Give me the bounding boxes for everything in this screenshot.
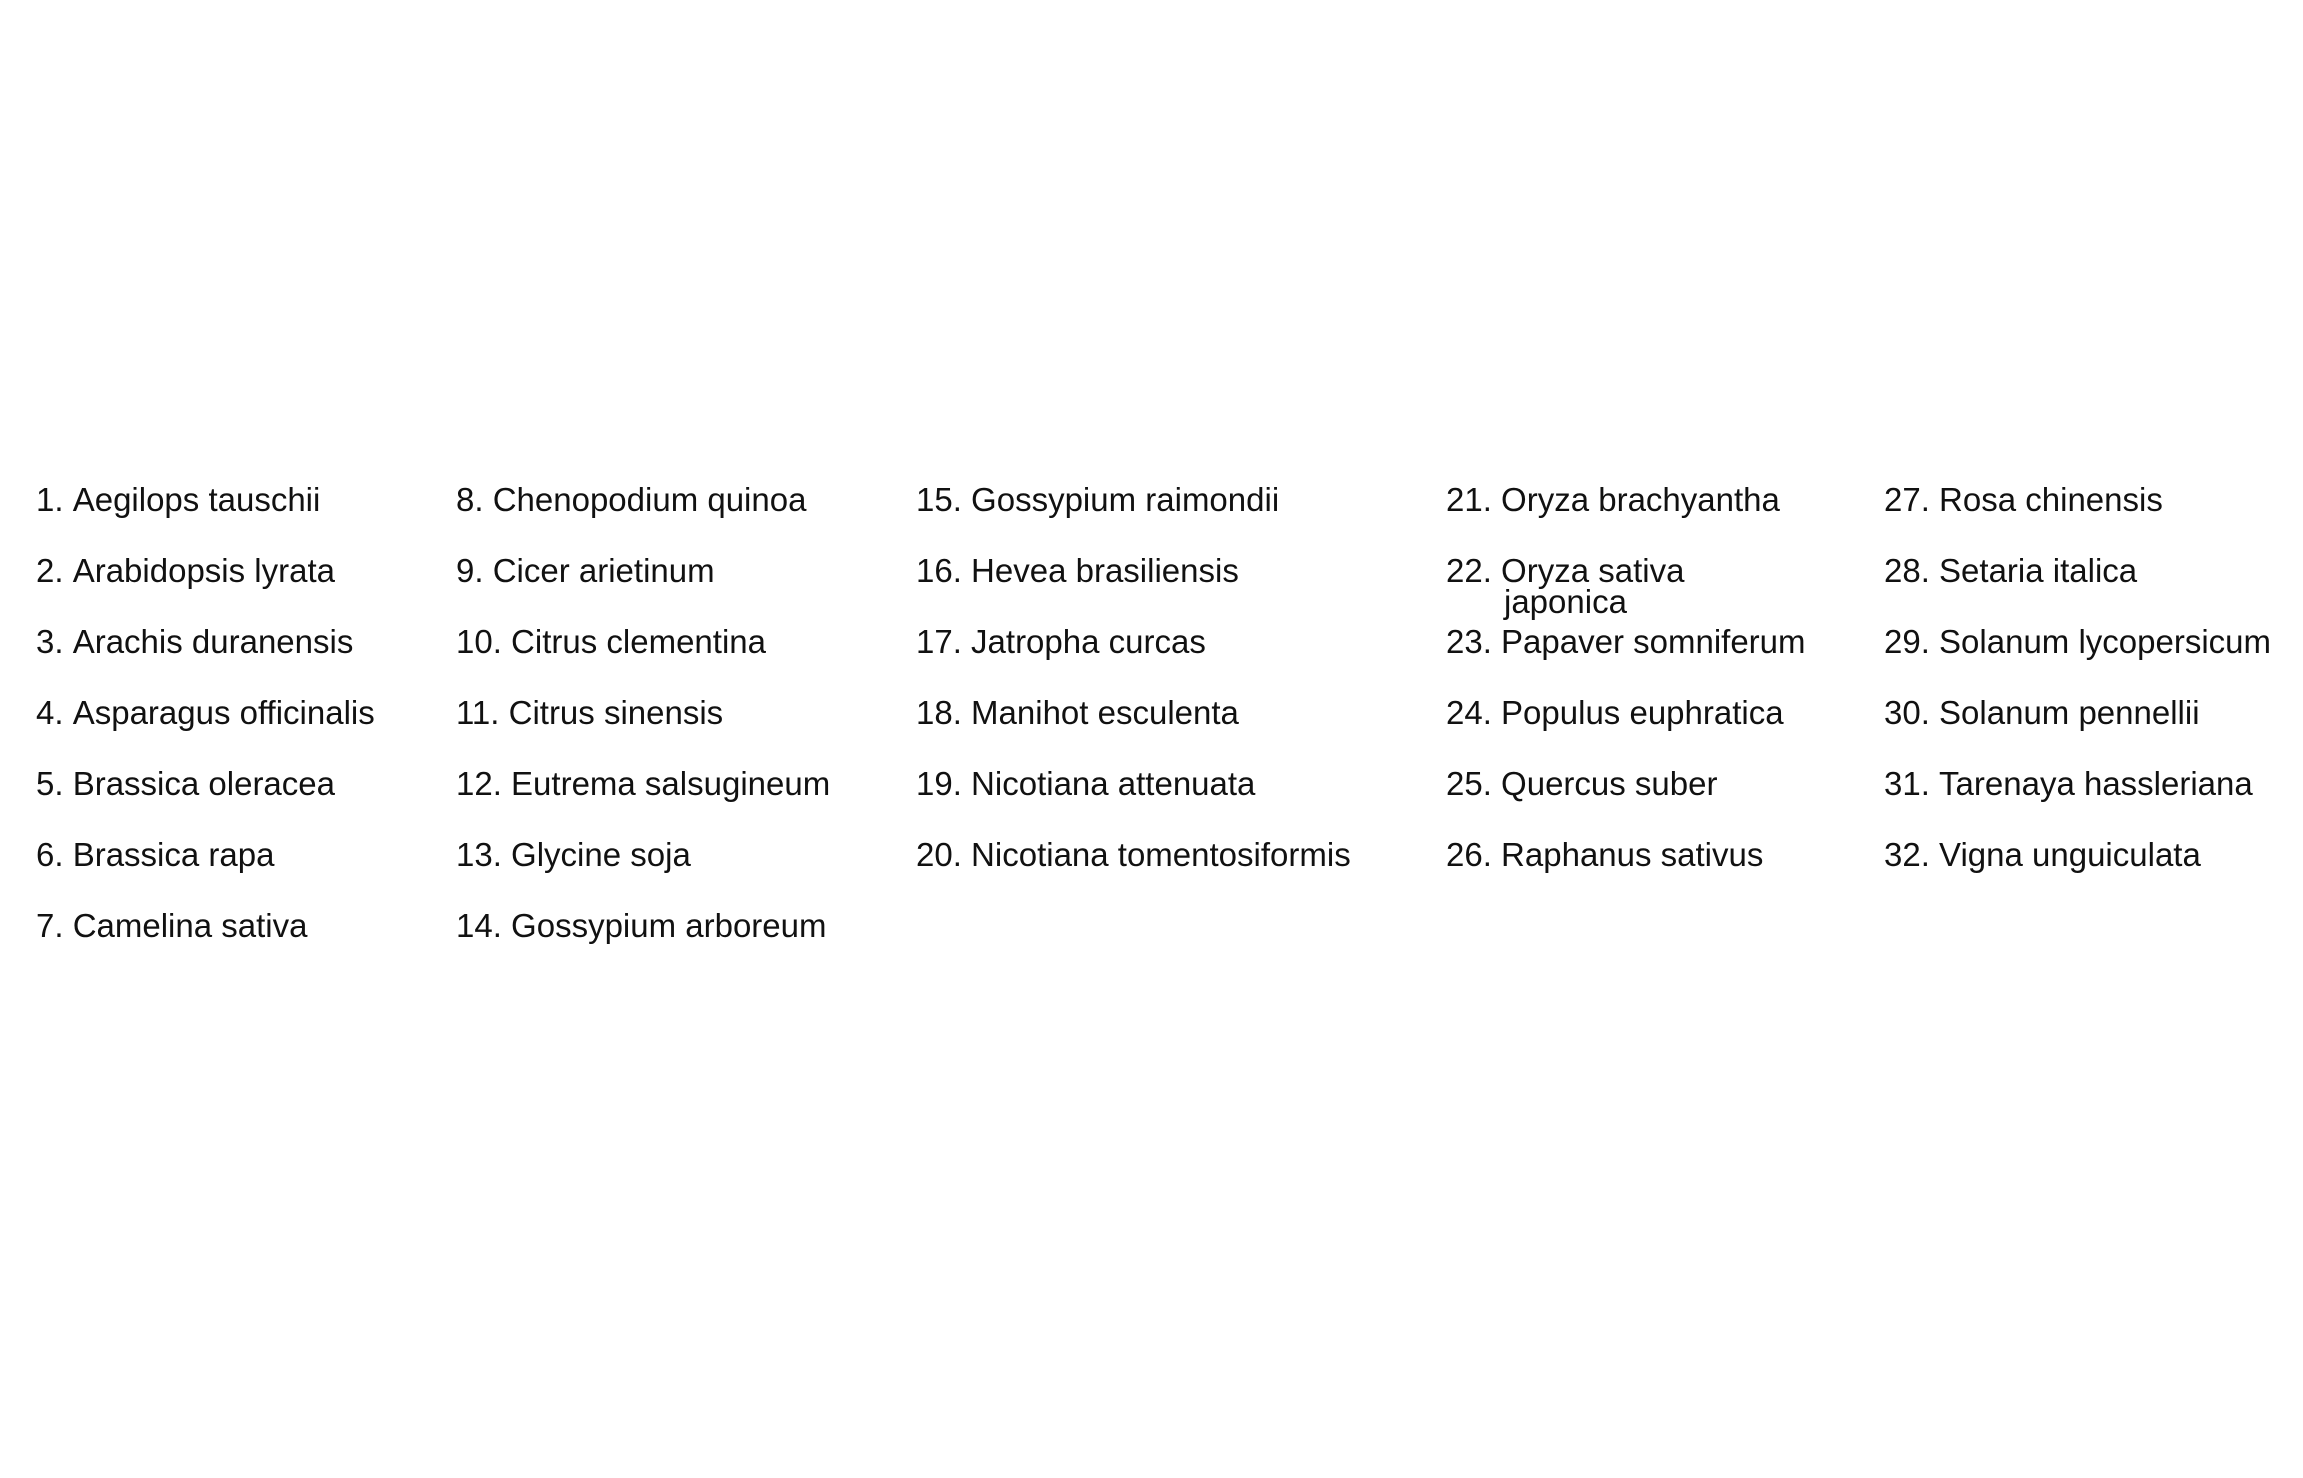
legend-item: 4. Asparagus officinalis [36, 696, 375, 729]
legend-item-name: Cicer arietinum [492, 552, 715, 589]
legend-item-number: 26. [1446, 836, 1492, 873]
legend-item-number: 1. [36, 481, 64, 518]
legend-item-name-continued: japonica [1504, 583, 1627, 620]
legend-item-number: 25. [1446, 765, 1492, 802]
legend-item-number: 20. [916, 836, 962, 873]
legend-item: 20. Nicotiana tomentosiformis [916, 838, 1351, 871]
legend-item: 3. Arachis duranensis [36, 625, 353, 658]
legend-item-number: 24. [1446, 694, 1492, 731]
legend-item-number: 31. [1884, 765, 1930, 802]
legend-item: 21. Oryza brachyantha [1446, 483, 1780, 516]
legend-item-name: Nicotiana attenuata [971, 765, 1256, 802]
legend-item-name: Citrus clementina [511, 623, 766, 660]
legend-item-name: Aegilops tauschii [72, 481, 321, 518]
legend-item-number: 5. [36, 765, 64, 802]
legend-item: 22. Oryza sativa japonica [1446, 552, 1685, 620]
legend-item: 10. Citrus clementina [456, 625, 766, 658]
legend-item: 28. Setaria italica [1884, 554, 2137, 587]
legend-item-name: Solanum lycopersicum [1939, 623, 2272, 660]
legend-item-number: 17. [916, 623, 962, 660]
legend-item-name: Nicotiana tomentosiformis [971, 836, 1351, 873]
legend-item: 31. Tarenaya hassleriana [1884, 767, 2253, 800]
legend-item-number: 14. [456, 907, 502, 944]
legend-item: 18. Manihot esculenta [916, 696, 1239, 729]
legend-item-number: 22. [1446, 552, 1492, 589]
legend-item-name: Oryza brachyantha [1501, 481, 1780, 518]
legend-item-name: Arachis duranensis [72, 623, 354, 660]
legend-item-name: Chenopodium quinoa [492, 481, 807, 518]
legend-item-name: Manihot esculenta [971, 694, 1239, 731]
legend-item-number: 8. [456, 481, 484, 518]
legend-item: 29. Solanum lycopersicum [1884, 625, 2271, 658]
legend-item: 24. Populus euphratica [1446, 696, 1784, 729]
legend-item: 16. Hevea brasiliensis [916, 554, 1239, 587]
legend-item-number: 15. [916, 481, 962, 518]
legend-item: 23. Papaver somniferum [1446, 625, 1806, 658]
legend-item-number: 13. [456, 836, 502, 873]
legend-item-number: 12. [456, 765, 502, 802]
legend-item-name: Camelina sativa [72, 907, 308, 944]
legend-item-name: Vigna unguiculata [1939, 836, 2201, 873]
legend-item-name: Arabidopsis lyrata [72, 552, 335, 589]
legend-item: 5. Brassica oleracea [36, 767, 335, 800]
legend-item-number: 2. [36, 552, 64, 589]
legend-item-number: 9. [456, 552, 484, 589]
legend-item: 15. Gossypium raimondii [916, 483, 1279, 516]
legend-item: 30. Solanum pennellii [1884, 696, 2200, 729]
legend-item: 12. Eutrema salsugineum [456, 767, 830, 800]
legend-item: 14. Gossypium arboreum [456, 909, 827, 942]
legend-item-number: 21. [1446, 481, 1492, 518]
legend-item-number: 28. [1884, 552, 1930, 589]
legend-item-number: 19. [916, 765, 962, 802]
legend-item: 11. Citrus sinensis [456, 696, 723, 729]
legend-item: 19. Nicotiana attenuata [916, 767, 1255, 800]
legend-item: 2. Arabidopsis lyrata [36, 554, 335, 587]
legend-item-name: Glycine soja [511, 836, 691, 873]
legend-item: 25. Quercus suber [1446, 767, 1717, 800]
legend-item-name: Gossypium arboreum [511, 907, 827, 944]
legend-item-number: 27. [1884, 481, 1930, 518]
legend-item: 9. Cicer arietinum [456, 554, 715, 587]
legend-item-name: Populus euphratica [1501, 694, 1784, 731]
legend-item: 17. Jatropha curcas [916, 625, 1206, 658]
legend-item-name: Tarenaya hassleriana [1939, 765, 2253, 802]
legend-item: 32. Vigna unguiculata [1884, 838, 2201, 871]
legend-item-name: Papaver somniferum [1501, 623, 1806, 660]
legend-item-name: Rosa chinensis [1939, 481, 2163, 518]
legend-item-name: Brassica rapa [72, 836, 275, 873]
legend-item-name: Oryza sativa [1501, 552, 1685, 589]
legend-item-name: Asparagus officinalis [72, 694, 375, 731]
legend-item-name: Jatropha curcas [971, 623, 1206, 660]
legend-item-number: 3. [36, 623, 64, 660]
legend-item: 1. Aegilops tauschii [36, 483, 320, 516]
legend-item-number: 10. [456, 623, 502, 660]
species-legend: 1. Aegilops tauschii 2. Arabidopsis lyra… [36, 483, 2286, 983]
legend-item-name: Eutrema salsugineum [511, 765, 831, 802]
legend-item-number: 7. [36, 907, 64, 944]
legend-item-name: Hevea brasiliensis [971, 552, 1239, 589]
legend-item-name: Quercus suber [1501, 765, 1718, 802]
legend-item-name: Brassica oleracea [72, 765, 335, 802]
legend-item: 7. Camelina sativa [36, 909, 307, 942]
legend-item-name: Raphanus sativus [1501, 836, 1764, 873]
legend-item-number: 4. [36, 694, 64, 731]
legend-item-name: Citrus sinensis [508, 694, 724, 731]
legend-item: 26. Raphanus sativus [1446, 838, 1763, 871]
legend-item: 8. Chenopodium quinoa [456, 483, 806, 516]
legend-item-name: Gossypium raimondii [971, 481, 1280, 518]
legend-item: 13. Glycine soja [456, 838, 691, 871]
legend-item: 27. Rosa chinensis [1884, 483, 2163, 516]
legend-item-name: Setaria italica [1939, 552, 2138, 589]
legend-item-number: 11. [456, 694, 500, 731]
legend-item-number: 32. [1884, 836, 1930, 873]
legend-item: 6. Brassica rapa [36, 838, 274, 871]
legend-item-number: 23. [1446, 623, 1492, 660]
legend-item-number: 6. [36, 836, 64, 873]
legend-item-name: Solanum pennellii [1939, 694, 2200, 731]
legend-item-number: 29. [1884, 623, 1930, 660]
legend-item-number: 30. [1884, 694, 1930, 731]
legend-item-number: 16. [916, 552, 962, 589]
legend-item-number: 18. [916, 694, 962, 731]
